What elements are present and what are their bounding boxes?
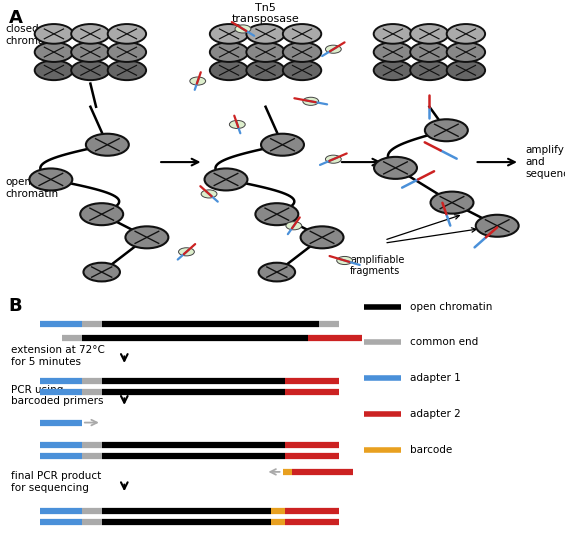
Circle shape <box>337 256 353 265</box>
Circle shape <box>205 168 247 190</box>
Circle shape <box>410 24 449 44</box>
Circle shape <box>447 61 485 80</box>
Circle shape <box>373 42 412 62</box>
Circle shape <box>71 61 110 80</box>
Text: extension at 72°C
for 5 minutes: extension at 72°C for 5 minutes <box>11 345 105 367</box>
Circle shape <box>235 25 251 33</box>
Circle shape <box>34 24 73 44</box>
Circle shape <box>125 226 168 248</box>
Circle shape <box>246 61 285 80</box>
Text: adapter 2: adapter 2 <box>410 409 460 419</box>
Circle shape <box>301 226 344 248</box>
Circle shape <box>283 61 321 80</box>
Circle shape <box>34 42 73 62</box>
Circle shape <box>71 24 110 44</box>
Circle shape <box>410 42 449 62</box>
Circle shape <box>476 215 519 237</box>
Circle shape <box>210 42 248 62</box>
Circle shape <box>108 42 146 62</box>
Circle shape <box>373 24 412 44</box>
Text: A: A <box>8 9 23 27</box>
Circle shape <box>108 61 146 80</box>
Circle shape <box>80 203 123 225</box>
Circle shape <box>259 263 295 281</box>
Circle shape <box>286 222 302 230</box>
Circle shape <box>29 168 72 190</box>
Circle shape <box>86 133 129 156</box>
Circle shape <box>84 263 120 281</box>
Circle shape <box>179 248 194 256</box>
Circle shape <box>447 42 485 62</box>
Circle shape <box>108 24 146 44</box>
Text: closed
chromatin: closed chromatin <box>6 24 59 46</box>
Circle shape <box>283 24 321 44</box>
Text: amplify
and
sequence: amplify and sequence <box>525 145 565 178</box>
Circle shape <box>229 121 245 129</box>
Text: amplifiable
fragments: amplifiable fragments <box>350 255 405 276</box>
Text: PCR using
barcoded primers: PCR using barcoded primers <box>11 385 104 406</box>
Circle shape <box>283 42 321 62</box>
Circle shape <box>410 61 449 80</box>
Circle shape <box>246 42 285 62</box>
Text: open
chromatin: open chromatin <box>6 177 59 199</box>
Text: final PCR product
for sequencing: final PCR product for sequencing <box>11 471 102 493</box>
Circle shape <box>255 203 298 225</box>
Text: barcode: barcode <box>410 445 452 455</box>
Circle shape <box>325 155 341 163</box>
Text: adapter 1: adapter 1 <box>410 373 460 383</box>
Circle shape <box>210 61 248 80</box>
Circle shape <box>303 97 319 106</box>
Text: open chromatin: open chromatin <box>410 302 492 312</box>
Circle shape <box>246 24 285 44</box>
Circle shape <box>431 191 473 214</box>
Circle shape <box>325 45 341 53</box>
Circle shape <box>201 190 217 198</box>
Circle shape <box>425 119 468 142</box>
Circle shape <box>210 24 248 44</box>
Text: common end: common end <box>410 338 478 347</box>
Text: Tn5
transposase: Tn5 transposase <box>232 3 299 25</box>
Circle shape <box>71 42 110 62</box>
Circle shape <box>374 157 417 179</box>
Circle shape <box>190 77 206 85</box>
Circle shape <box>447 24 485 44</box>
Circle shape <box>34 61 73 80</box>
Circle shape <box>373 61 412 80</box>
Text: B: B <box>8 297 22 315</box>
Circle shape <box>261 133 304 156</box>
